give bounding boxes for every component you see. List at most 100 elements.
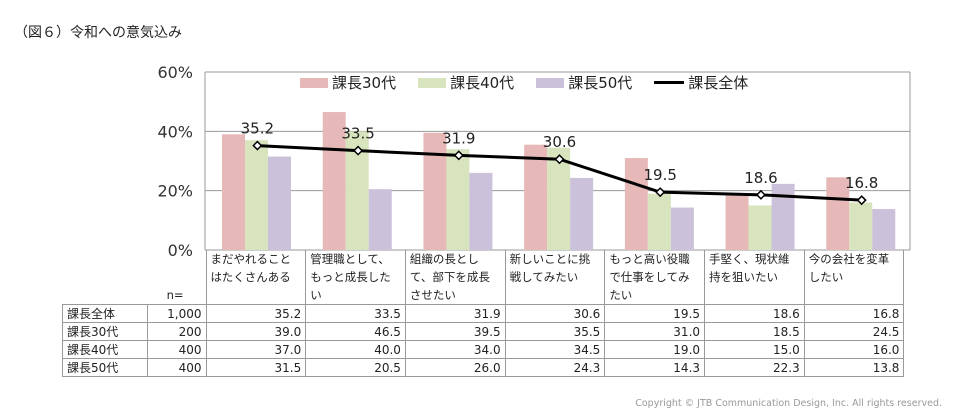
row-label: 課長50代 [62,358,148,377]
legend-swatch [536,77,565,88]
table-cell: 24.5 [803,322,905,341]
line-marker [554,154,565,165]
table-cell: 39.5 [404,322,506,341]
legend-swatch [654,81,685,84]
table-row: 課長30代 200 39.0 46.5 39.5 35.5 31.0 18.5 24.5 [62,322,905,341]
bar-課長30代 [524,144,548,250]
data-label: 31.9 [442,129,475,147]
bar-課長30代 [826,177,850,250]
bar-課長40代 [446,149,470,250]
legend-item: 課長30代 [300,72,396,93]
table-cell: 20.5 [305,358,406,377]
data-label: 18.6 [744,169,777,187]
category-label: まだやれることはたくさんある [205,250,307,305]
legend-item: 課長40代 [418,72,514,93]
data-label: 33.5 [341,125,374,143]
table-cell: 31.5 [205,358,307,377]
table-cell: 15.0 [704,340,805,359]
table-cell: 34.0 [404,340,506,359]
bar-課長50代 [368,189,392,250]
legend-label: 課長全体 [688,74,749,92]
sample-size: 1,000 [147,304,207,323]
legend-label: 課長30代 [332,74,397,92]
sample-size: 400 [147,358,207,377]
bar-課長50代 [570,177,594,250]
table-cell: 40.0 [305,340,406,359]
sample-size: 400 [147,340,207,359]
row-label: 課長40代 [62,340,148,359]
category-label: 今の会社を変革したい [803,250,905,305]
legend-label: 課長40代 [450,74,515,92]
n-label: n= [166,288,184,302]
legend-label: 課長50代 [568,74,633,92]
category-label: 組織の長として、部下を成長させたい [404,250,506,305]
bar-課長40代 [647,193,671,250]
category-label: もっと高い役職で仕事をしてみたい [604,250,706,305]
table-cell: 39.0 [205,322,307,341]
row-label: 課長全体 [62,304,148,323]
legend-item: 課長全体 [654,72,748,93]
legend: 課長30代 課長40代 課長50代 課長全体 [300,72,748,93]
data-label: 30.6 [543,133,576,151]
y-tick-label: 20% [157,182,193,201]
bar-課長30代 [423,132,447,250]
table-row: 課長全体 1,000 35.2 33.5 31.9 30.6 19.5 18.6 16.8 [62,304,905,323]
bar-課長50代 [670,207,694,250]
table-cell: 46.5 [305,322,406,341]
category-label: 手堅く、現状維持を狙いたい [704,250,805,305]
table-cell: 35.5 [504,322,606,341]
copyright: Copyright © JTB Communication Design, In… [635,398,942,409]
category-label: 新しいことに挑戦してみたい [504,250,606,305]
table-cell: 33.5 [305,304,406,323]
data-label: 19.5 [644,166,677,184]
table-cell: 18.6 [704,304,805,323]
bar-課長50代 [268,156,291,250]
table-cell: 31.0 [604,322,706,341]
legend-swatch [300,77,328,88]
table-cell: 13.8 [803,358,905,377]
y-tick-label: 60% [157,63,193,82]
line-marker [252,140,263,151]
bar-課長40代 [748,205,772,250]
y-tick-label: 0% [168,241,193,260]
table-cell: 30.6 [504,304,606,323]
table-cell: 35.2 [205,304,307,323]
sample-size: 200 [147,322,207,341]
table-cell: 31.9 [404,304,506,323]
table-cell: 26.0 [404,358,506,377]
line-marker [655,187,666,198]
line-marker [453,150,464,161]
table-cell: 18.5 [704,322,805,341]
data-label: 35.2 [241,120,274,138]
table-cell: 16.8 [803,304,905,323]
row-label: 課長30代 [62,322,148,341]
table-cell: 24.3 [504,358,606,377]
bar-課長40代 [849,202,873,250]
y-tick-label: 40% [157,122,193,141]
line-marker [856,195,867,206]
table-cell: 37.0 [205,340,307,359]
line-marker [755,189,766,200]
figure-title: （図６）令和への意気込み [14,25,182,41]
bar-課長40代 [345,131,369,250]
table-cell: 22.3 [704,358,805,377]
data-table: n= まだやれることはたくさんある 管理職として、もっと成長したい 組織の長として、部… [62,250,905,377]
bar-課長50代 [872,209,896,250]
bar-課長40代 [245,140,268,250]
bar-課長50代 [469,172,493,250]
table-row: 課長40代 400 37.0 40.0 34.0 34.5 19.0 15.0 16.0 [62,340,905,359]
table-cell: 16.0 [803,340,905,359]
table-cell: 19.0 [604,340,706,359]
legend-swatch [418,77,447,88]
bar-課長30代 [725,195,749,250]
line-marker [353,145,364,156]
bar-課長30代 [222,134,245,250]
table-cell: 14.3 [604,358,706,377]
data-label: 16.8 [845,174,878,192]
bar-課長50代 [771,183,795,250]
category-label: 管理職として、もっと成長したい [305,250,406,305]
table-row: 課長50代 400 31.5 20.5 26.0 24.3 14.3 22.3 13.8 [62,358,905,377]
legend-item: 課長50代 [536,72,632,93]
